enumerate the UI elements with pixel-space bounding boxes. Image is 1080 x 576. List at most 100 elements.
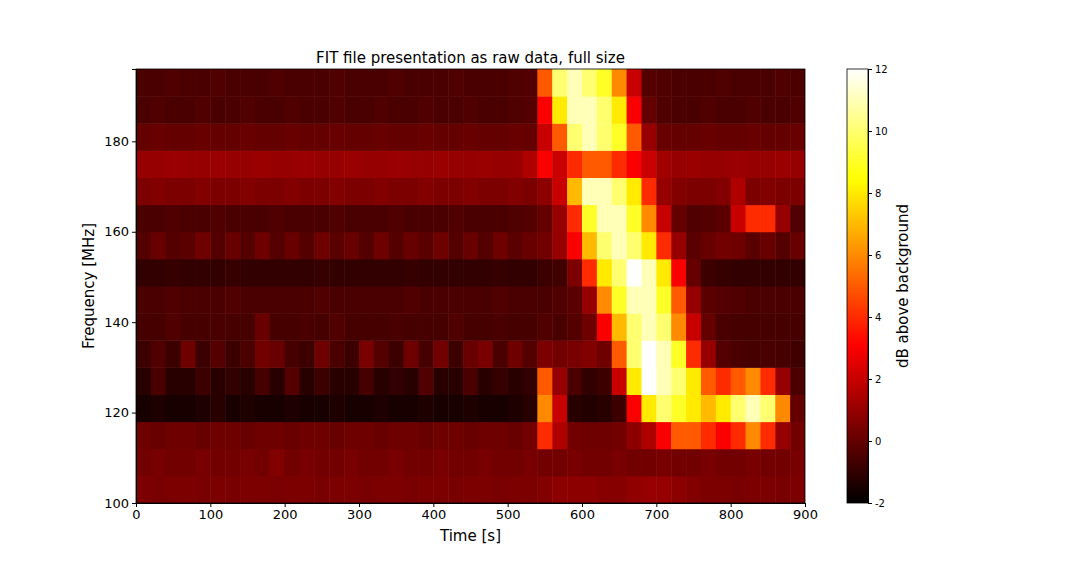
heatmap-cell <box>523 123 538 151</box>
heatmap-cell <box>508 96 523 124</box>
heatmap-cell <box>627 205 642 233</box>
heatmap-cell <box>790 123 805 151</box>
heatmap-cell <box>567 69 582 97</box>
heatmap-cell <box>746 313 761 341</box>
heatmap-cell <box>775 476 790 503</box>
heatmap-cell <box>136 96 151 124</box>
heatmap-cell <box>552 367 567 395</box>
heatmap-cell <box>314 395 329 423</box>
heatmap-cell <box>195 69 210 97</box>
heatmap-cell <box>463 340 478 368</box>
colorbar-tick-mark <box>868 131 872 132</box>
heatmap-cell <box>359 178 374 206</box>
heatmap-cell <box>404 395 419 423</box>
colorbar-tick: 12 <box>868 64 888 75</box>
heatmap-cell <box>255 123 270 151</box>
heatmap-cell <box>790 313 805 341</box>
heatmap-cell <box>374 340 389 368</box>
heatmap-cell <box>195 123 210 151</box>
heatmap-cell <box>329 340 344 368</box>
heatmap-cell <box>656 286 671 314</box>
heatmap-cell <box>359 123 374 151</box>
heatmap-cell <box>374 286 389 314</box>
heatmap-cell <box>344 259 359 287</box>
heatmap-cell <box>523 313 538 341</box>
heatmap-cell <box>225 367 240 395</box>
heatmap-cell <box>567 367 582 395</box>
heatmap-cell <box>314 367 329 395</box>
heatmap-cell <box>344 205 359 233</box>
heatmap-cell <box>641 123 656 151</box>
heatmap-cell <box>195 449 210 477</box>
heatmap-cell <box>359 69 374 97</box>
heatmap-cell <box>775 313 790 341</box>
heatmap-cell <box>552 96 567 124</box>
heatmap-cell <box>686 476 701 503</box>
heatmap-cell <box>448 367 463 395</box>
heatmap-cell <box>731 422 746 450</box>
heatmap-cell <box>166 422 181 450</box>
heatmap-cell <box>389 476 404 503</box>
x-tick: 400 <box>421 503 446 522</box>
heatmap-cell <box>537 422 552 450</box>
heatmap-cell <box>760 178 775 206</box>
colorbar-tick-mark <box>868 193 872 194</box>
heatmap-cell <box>181 367 196 395</box>
chart-title: FIT file presentation as raw data, full … <box>316 49 625 67</box>
heatmap-cell <box>686 259 701 287</box>
heatmap-cell <box>300 340 315 368</box>
heatmap-cell <box>567 313 582 341</box>
heatmap-cell <box>746 286 761 314</box>
heatmap-cell <box>300 449 315 477</box>
heatmap-cell <box>210 313 225 341</box>
heatmap-cell <box>478 150 493 178</box>
heatmap-cell <box>136 286 151 314</box>
heatmap-cell <box>552 395 567 423</box>
heatmap-cell <box>582 232 597 260</box>
heatmap-cell <box>270 340 285 368</box>
heatmap-cell <box>374 422 389 450</box>
heatmap-cell <box>433 123 448 151</box>
heatmap-cell <box>760 259 775 287</box>
colorbar-tick-mark <box>868 317 872 318</box>
heatmap-cell <box>136 205 151 233</box>
y-tick-mark <box>132 232 136 233</box>
heatmap-cell <box>552 286 567 314</box>
heatmap-cell <box>656 340 671 368</box>
heatmap-cell <box>181 422 196 450</box>
heatmap-cell <box>641 476 656 503</box>
heatmap-cell <box>746 232 761 260</box>
heatmap-cell <box>300 395 315 423</box>
heatmap-cell <box>671 286 686 314</box>
x-tick-label: 800 <box>719 507 744 522</box>
heatmap-cell <box>612 123 627 151</box>
heatmap-cell <box>567 340 582 368</box>
heatmap-cell <box>597 395 612 423</box>
heatmap-cell <box>418 367 433 395</box>
heatmap-cell <box>567 150 582 178</box>
heatmap-cell <box>181 286 196 314</box>
heatmap-cell <box>746 123 761 151</box>
heatmap-cell <box>270 422 285 450</box>
heatmap-cell <box>270 178 285 206</box>
heatmap-cell <box>701 286 716 314</box>
heatmap-cell <box>775 69 790 97</box>
heatmap-cell <box>716 96 731 124</box>
x-tick: 900 <box>793 503 818 522</box>
heatmap-cell <box>195 259 210 287</box>
heatmap-cell <box>537 313 552 341</box>
heatmap-cell <box>582 150 597 178</box>
heatmap-cell <box>463 150 478 178</box>
heatmap-cell <box>760 123 775 151</box>
heatmap-cell <box>225 205 240 233</box>
heatmap-cell <box>210 422 225 450</box>
heatmap-cell <box>627 232 642 260</box>
heatmap-cell <box>344 395 359 423</box>
heatmap-cell <box>523 286 538 314</box>
heatmap-cell <box>597 123 612 151</box>
heatmap-cell <box>582 313 597 341</box>
heatmap-cell <box>270 313 285 341</box>
heatmap-cell <box>255 232 270 260</box>
heatmap-cell <box>641 367 656 395</box>
heatmap-cell <box>508 449 523 477</box>
